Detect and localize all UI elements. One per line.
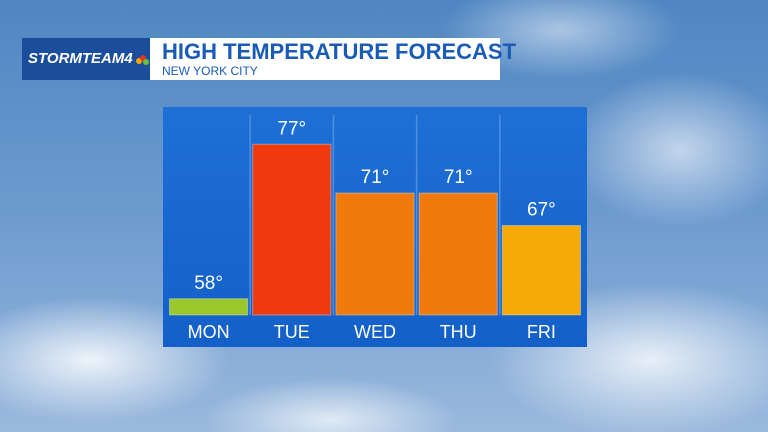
bar [168, 298, 249, 316]
value-label: 58° [194, 273, 223, 294]
value-label: 67° [527, 200, 556, 221]
value-label: 77° [277, 118, 306, 139]
x-tick-label: THU [440, 322, 477, 342]
logo-text: STORMTEAM4 [28, 50, 133, 67]
bar [335, 192, 415, 316]
bar [418, 192, 498, 316]
x-tick-label: FRI [527, 322, 556, 342]
bar [252, 143, 332, 316]
value-label: 71° [444, 167, 473, 188]
peacock-icon [136, 55, 149, 65]
x-tick-label: WED [354, 322, 396, 342]
bar [501, 225, 582, 316]
chart-title: HIGH TEMPERATURE FORECAST [162, 39, 517, 64]
x-tick-label: MON [188, 322, 230, 342]
x-tick-label: TUE [274, 322, 310, 342]
logo-box [22, 38, 150, 80]
chart-subtitle: NEW YORK CITY [162, 64, 258, 78]
value-label: 71° [361, 167, 390, 188]
title-box [150, 38, 500, 80]
